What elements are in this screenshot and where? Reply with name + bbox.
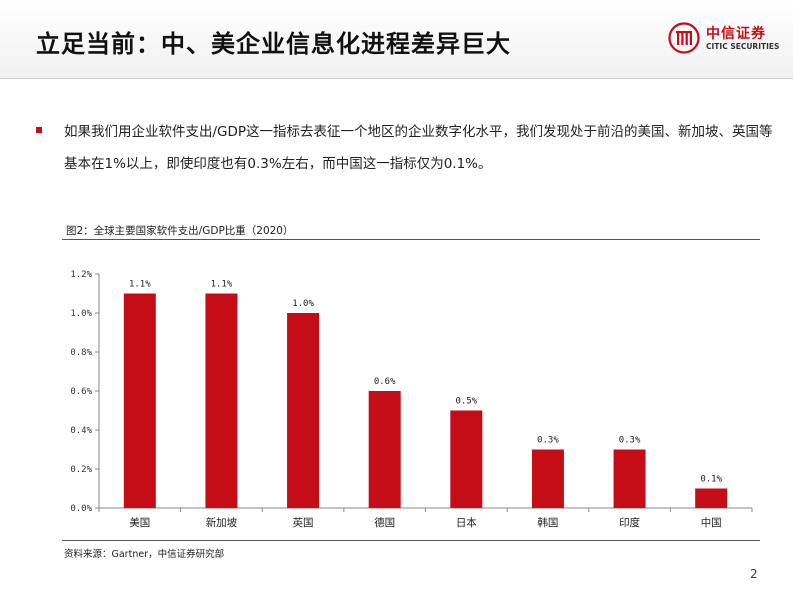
source-rule <box>62 540 760 541</box>
data-label: 0.5% <box>455 397 477 407</box>
slide-header <box>0 0 793 78</box>
slide-title: 立足当前：中、美企业信息化进程差异巨大 <box>36 30 511 58</box>
citic-logo-icon <box>668 22 700 54</box>
logo-text-cn: 中信证券 <box>706 26 766 42</box>
data-label: 0.3% <box>619 436 641 446</box>
y-tick-label: 1.0% <box>70 309 92 319</box>
x-category-label: 日本 <box>456 516 477 529</box>
x-category-label: 中国 <box>701 516 722 529</box>
x-category-label: 英国 <box>293 516 314 529</box>
data-label: 0.3% <box>537 436 559 446</box>
source-note: 资料来源：Gartner，中信证券研究部 <box>64 549 225 560</box>
bar <box>613 449 646 508</box>
data-label: 1.1% <box>129 280 151 290</box>
header-divider <box>0 78 793 79</box>
x-category-label: 韩国 <box>537 516 558 529</box>
y-tick-label: 1.2% <box>70 270 92 280</box>
y-tick-label: 0.6% <box>70 387 92 397</box>
bullet-square-icon <box>36 127 42 133</box>
bullet-text: 如果我们用企业软件支出/GDP这一指标去表征一个地区的企业数字化水平，我们发现处… <box>64 124 773 172</box>
figure-title: 图2：全球主要国家软件支出/GDP比重（2020） <box>66 225 294 237</box>
bar <box>531 449 564 508</box>
logo-text-en: CITIC SECURITIES <box>706 42 780 51</box>
y-tick-label: 0.0% <box>70 504 92 514</box>
page-number: 2 <box>750 567 758 581</box>
data-label: 1.0% <box>292 299 314 309</box>
data-label: 0.1% <box>700 475 722 485</box>
y-tick-label: 0.4% <box>70 426 92 436</box>
y-tick-label: 0.8% <box>70 348 92 358</box>
y-tick-label: 0.2% <box>70 465 92 475</box>
bar <box>287 313 320 508</box>
bar <box>368 391 401 508</box>
x-category-label: 美国 <box>129 516 150 529</box>
bar <box>695 488 728 508</box>
bar <box>450 410 483 508</box>
bar <box>123 293 156 508</box>
company-logo: 中信证券 CITIC SECURITIES <box>668 22 780 58</box>
figure-title-rule <box>62 239 760 240</box>
bar <box>205 293 238 508</box>
x-category-label: 新加坡 <box>206 516 238 529</box>
data-label: 0.6% <box>374 377 396 387</box>
x-category-label: 德国 <box>374 516 395 529</box>
x-category-label: 印度 <box>619 516 640 529</box>
data-label: 1.1% <box>211 280 233 290</box>
bar-chart: 0.0% 0.2% 0.4% 0.6% 0.8% 1.0% 1.2% 1.1% 美国 1.1% 新加… <box>70 270 753 529</box>
